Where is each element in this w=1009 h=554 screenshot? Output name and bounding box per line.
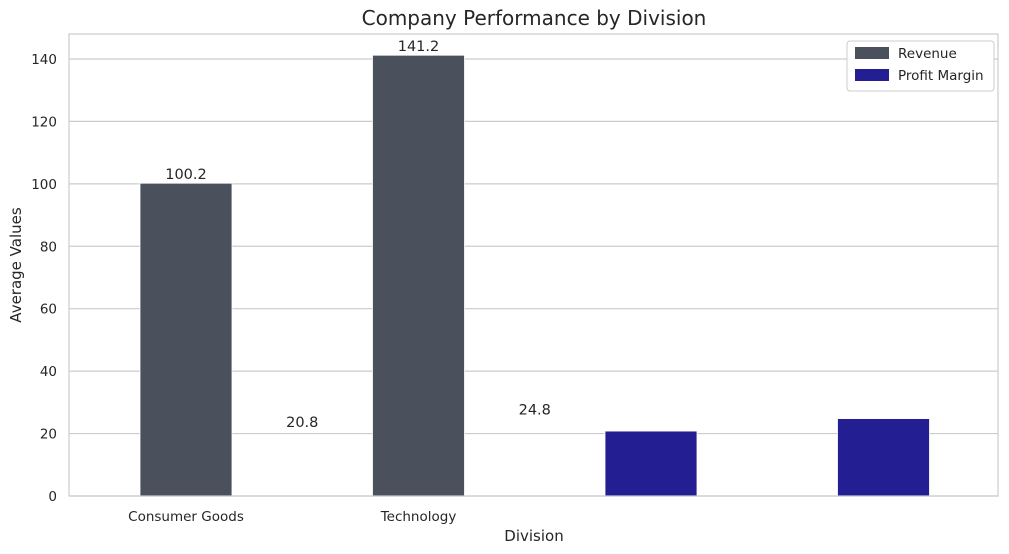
legend-swatch-revenue [855,47,889,59]
legend-swatch-profit-margin [855,69,889,81]
data-label: 100.2 [165,167,207,183]
y-tick-label: 40 [40,364,57,380]
y-axis-label: Average Values [7,207,25,323]
y-axis-ticks: 0 20 40 60 80 100 120 140 [31,52,57,505]
y-tick-label: 120 [31,114,57,130]
legend: Revenue Profit Margin [846,40,995,92]
x-axis-label: Division [504,527,563,545]
chart-title: Company Performance by Division [362,6,707,30]
y-tick-label: 20 [40,427,57,443]
x-axis-ticks: Consumer Goods Technology [128,509,456,525]
bar-profit-margin [837,418,930,497]
x-tick-label: Technology [380,509,457,525]
x-tick-label: Consumer Goods [128,509,244,525]
data-label: 20.8 [286,415,318,431]
legend-label-revenue: Revenue [898,46,957,62]
y-tick-label: 80 [40,239,57,255]
bar-profit-margin [604,430,698,497]
bar-revenue [372,54,465,497]
y-tick-label: 60 [40,302,57,318]
legend-label-profit-margin: Profit Margin [898,68,984,84]
data-label: 24.8 [519,403,551,419]
bars [139,54,930,497]
data-labels: 100.2 141.2 20.8 24.8 [165,39,551,431]
y-tick-label: 100 [31,177,57,193]
plot-frame [68,33,999,497]
data-label: 141.2 [398,39,440,55]
bar-revenue [139,182,233,497]
y-tick-label: 140 [31,52,57,68]
y-tick-label: 0 [48,489,57,505]
